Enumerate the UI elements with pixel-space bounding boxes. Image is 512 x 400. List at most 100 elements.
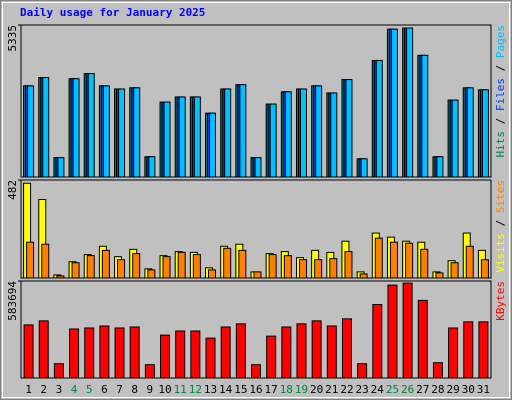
bar [420,248,429,279]
bar [357,363,368,379]
x-tick-label: 26 [401,383,414,396]
bar [268,254,277,279]
bar [23,324,34,379]
bar [390,28,398,178]
legend-separator: / [494,58,507,78]
bar [239,84,247,178]
legend-entry: Visits [494,233,507,273]
x-tick-label: 12 [189,383,202,396]
bar [178,96,186,178]
x-tick-label: 13 [204,383,217,396]
legend: KBytes [494,281,507,321]
bar [147,269,156,279]
bar [84,327,95,379]
bar [450,262,459,279]
bar [341,318,352,379]
bar [86,255,95,279]
bar [326,325,337,379]
x-tick-label: 25 [386,383,399,396]
bar [359,273,368,279]
x-tick-label: 23 [356,383,369,396]
bar [284,91,292,178]
x-tick-label: 28 [431,383,444,396]
bar [133,87,141,178]
x-tick-label: 3 [56,383,63,396]
bar [235,323,246,379]
bar [480,259,489,279]
legend-entry: Files [494,78,507,111]
bar [436,156,444,178]
bar [466,87,474,178]
bar [315,85,323,178]
bar [299,88,307,178]
x-tick-label: 10 [158,383,171,396]
bar [117,259,126,279]
bar [405,242,414,279]
bar [360,158,368,178]
legend-entry: Pages [494,25,507,58]
bar [27,85,35,178]
bar [387,284,398,379]
x-tick-label: 2 [40,383,47,396]
legend-separator: / [494,213,507,233]
bar [389,241,398,279]
bar [53,363,64,379]
bar [102,85,110,178]
bar [175,330,186,379]
bar [481,89,489,178]
bar [41,243,50,279]
bar [118,88,126,178]
x-tick-label: 6 [101,383,108,396]
bar [451,99,459,178]
x-tick-label: 24 [371,383,385,396]
x-tick-label: 16 [249,383,262,396]
bar [160,334,171,379]
bar [223,247,232,279]
x-tick-label: 9 [147,383,154,396]
bar [266,335,277,379]
bar [345,79,353,178]
bar [192,254,201,279]
bar [314,259,323,279]
legend-entry: KBytes [494,281,507,321]
bar [209,112,217,178]
bar [148,156,156,178]
y-tick-label: 583694 [6,281,19,321]
bar [448,327,459,379]
bar [283,255,292,279]
x-tick-label: 7 [116,383,123,396]
x-tick-label: 8 [131,383,138,396]
bar [190,330,201,379]
bar [298,259,307,279]
bar [69,328,80,379]
x-tick-label: 4 [71,383,78,396]
bar [144,364,155,379]
x-tick-label: 5 [86,383,93,396]
bar [162,256,171,279]
x-tick-label: 17 [265,383,278,396]
x-tick-label: 11 [174,383,187,396]
bar [329,258,338,279]
bar [163,101,171,178]
bar [344,251,353,279]
bar [42,77,50,178]
bar [417,299,428,379]
bar [177,251,186,279]
bar [311,320,322,379]
bar [281,326,292,379]
bar [254,157,262,178]
bar [402,282,413,379]
x-tick-label: 30 [462,383,475,396]
x-tick-label: 22 [340,383,353,396]
bar [269,103,277,178]
bar [296,323,307,379]
x-tick-label: 29 [446,383,459,396]
bar [26,241,35,279]
bar [224,88,232,178]
bar [56,275,65,279]
bar [114,327,125,379]
bar [87,73,95,178]
bar [421,54,429,178]
